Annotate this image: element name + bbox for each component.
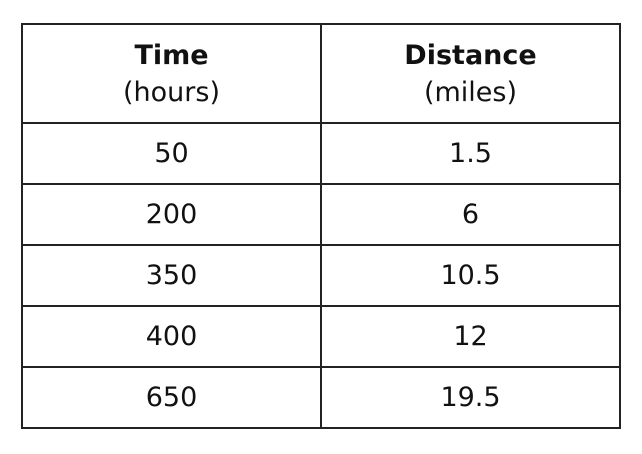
- table-row: 650 19.5: [21, 366, 621, 429]
- table-row: 50 1.5: [21, 122, 621, 185]
- table-row: 200 6: [21, 183, 621, 246]
- header-title: Distance: [404, 39, 537, 71]
- table-body: 50 1.5 200 6 350 10.5 400 12 650 19.5: [21, 122, 621, 429]
- table-cell: 6: [320, 183, 621, 246]
- header-cell: Time (hours): [21, 23, 322, 124]
- table-row: 350 10.5: [21, 244, 621, 307]
- table-cell: 19.5: [320, 366, 621, 429]
- header-row: Time (hours) Distance (miles): [21, 23, 621, 124]
- table-cell: 1.5: [320, 122, 621, 185]
- header-title: Time: [134, 39, 209, 71]
- table-cell: 350: [21, 244, 322, 307]
- header-cell: Distance (miles): [320, 23, 621, 124]
- table-cell: 400: [21, 305, 322, 368]
- table-cell: 10.5: [320, 244, 621, 307]
- header-unit: (hours): [123, 76, 220, 108]
- data-table: Time (hours) Distance (miles) 50 1.5 200 6 350…: [21, 23, 621, 429]
- table-cell: 200: [21, 183, 322, 246]
- header-unit: (miles): [423, 76, 518, 108]
- table-cell: 50: [21, 122, 322, 185]
- table-cell: 12: [320, 305, 621, 368]
- table-row: 400 12: [21, 305, 621, 368]
- table-cell: 650: [21, 366, 322, 429]
